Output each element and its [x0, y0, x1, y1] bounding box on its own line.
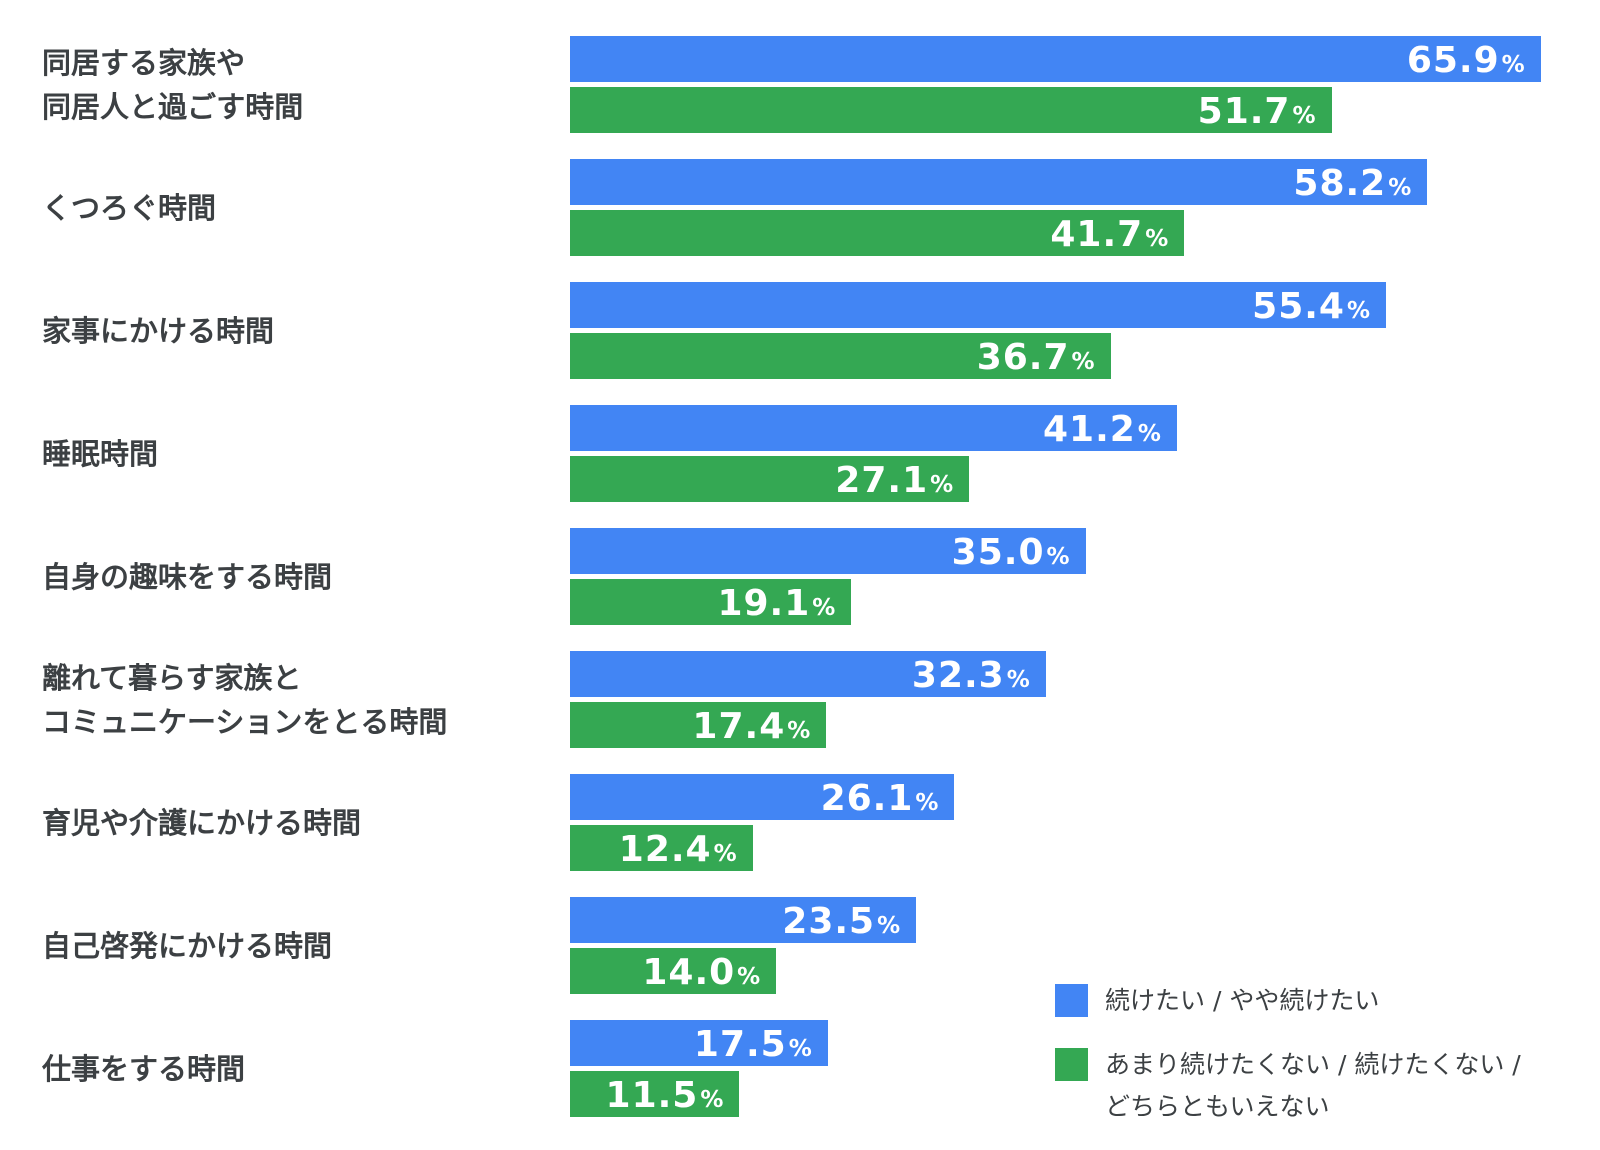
legend-label-series-2: あまり続けたくない / 続けたくない / どちらともいえない [1105, 1050, 1521, 1121]
bar-value-label: 17.5% [694, 1020, 812, 1066]
bar-value-number: 23.5 [782, 901, 876, 942]
bar-value-unit: % [788, 1036, 812, 1062]
bar-series-1: 65.9% [570, 36, 1541, 82]
bar-value-unit: % [1292, 103, 1316, 129]
category-label: くつろぐ時間 [42, 190, 217, 225]
category-label: 自身の趣味をする時間 [42, 559, 333, 594]
bar-value-unit: % [1046, 544, 1070, 570]
legend-swatch-series-1 [1055, 984, 1088, 1017]
bar-series-2: 27.1% [570, 456, 970, 502]
legend-swatch-series-2 [1055, 1048, 1088, 1081]
bar-value-number: 41.2 [1043, 409, 1136, 450]
bar-series-1: 58.2% [570, 159, 1428, 205]
category-label: 同居する家族や 同居人と過ごす時間 [42, 45, 304, 124]
bar-value-number: 35.0 [951, 532, 1045, 573]
bar-value-label: 41.2% [1043, 405, 1161, 451]
category-label: 家事にかける時間 [42, 313, 275, 348]
bar-value-label: 12.4% [619, 825, 737, 871]
bar-value-unit: % [1145, 226, 1169, 252]
bar-value-number: 55.4 [1252, 286, 1345, 327]
bar-value-unit: % [1388, 175, 1412, 201]
bar-value-number: 58.2 [1293, 163, 1387, 204]
bar-value-label: 36.7% [977, 333, 1095, 379]
bar-value-number: 11.5 [605, 1075, 699, 1116]
bar-value-label: 41.7% [1050, 210, 1168, 256]
bar-value-label: 11.5% [606, 1071, 724, 1117]
bar-series-1: 55.4% [570, 282, 1387, 328]
bar-value-unit: % [787, 718, 811, 744]
bar-series-2: 12.4% [570, 825, 753, 871]
bar-series-2: 14.0% [570, 948, 777, 994]
bar-value-unit: % [877, 913, 901, 939]
bar-value-number: 65.9 [1406, 40, 1500, 81]
bar-series-2: 51.7% [570, 87, 1332, 133]
bar-value-unit: % [915, 790, 939, 816]
bar-series-2: 11.5% [570, 1071, 740, 1117]
bar-value-label: 23.5% [782, 897, 900, 943]
bar-value-label: 58.2% [1293, 159, 1411, 205]
bar-value-number: 32.3 [911, 655, 1005, 696]
bar-value-label: 35.0% [952, 528, 1070, 574]
bar-value-unit: % [1137, 421, 1161, 447]
bar-value-label: 65.9% [1407, 36, 1525, 82]
bar-series-2: 41.7% [570, 210, 1185, 256]
bar-series-1: 32.3% [570, 651, 1046, 697]
bar-value-label: 17.4% [692, 702, 810, 748]
bar-value-number: 51.7 [1197, 91, 1291, 132]
bar-value-unit: % [1006, 667, 1030, 693]
category-label: 自己啓発にかける時間 [42, 928, 333, 963]
bar-value-label: 26.1% [821, 774, 939, 820]
bar-value-label: 19.1% [717, 579, 835, 625]
bar-series-1: 23.5% [570, 897, 917, 943]
bar-value-number: 17.4 [692, 706, 786, 747]
bar-series-1: 35.0% [570, 528, 1086, 574]
bar-series-2: 17.4% [570, 702, 827, 748]
bar-value-unit: % [1071, 349, 1095, 375]
bar-series-1: 41.2% [570, 405, 1177, 451]
bar-value-unit: % [1346, 298, 1371, 324]
bar-series-1: 17.5% [570, 1020, 828, 1066]
bar-value-number: 27.1 [835, 460, 929, 501]
bar-value-label: 14.0% [642, 948, 760, 994]
bar-series-2: 36.7% [570, 333, 1111, 379]
category-label: 仕事をする時間 [42, 1051, 246, 1086]
bar-value-unit: % [700, 1087, 724, 1113]
bar-value-number: 14.0 [642, 952, 736, 993]
category-label: 睡眠時間 [42, 436, 159, 471]
bar-value-number: 17.5 [693, 1024, 787, 1065]
bar-value-unit: % [930, 472, 954, 498]
bar-value-unit: % [737, 964, 761, 990]
bar-value-number: 36.7 [976, 337, 1070, 378]
bar-value-label: 32.3% [912, 651, 1030, 697]
bar-value-number: 19.1 [717, 583, 811, 624]
bar-value-label: 27.1% [835, 456, 953, 502]
category-label: 離れて暮らす家族と コミュニケーションをとる時間 [42, 660, 448, 739]
bar-value-unit: % [1501, 52, 1525, 78]
bar-value-unit: % [812, 595, 836, 621]
bar-value-label: 51.7% [1198, 87, 1316, 133]
category-label: 育児や介護にかける時間 [42, 805, 362, 840]
legend-label-series-1: 続けたい / やや続けたい [1105, 986, 1380, 1015]
bar-value-unit: % [713, 841, 737, 867]
bar-series-2: 19.1% [570, 579, 852, 625]
bar-series-1: 26.1% [570, 774, 955, 820]
bar-value-number: 26.1 [820, 778, 914, 819]
bar-value-number: 41.7 [1050, 214, 1144, 255]
bar-value-number: 12.4 [618, 829, 712, 870]
bar-value-label: 55.4% [1252, 282, 1370, 328]
